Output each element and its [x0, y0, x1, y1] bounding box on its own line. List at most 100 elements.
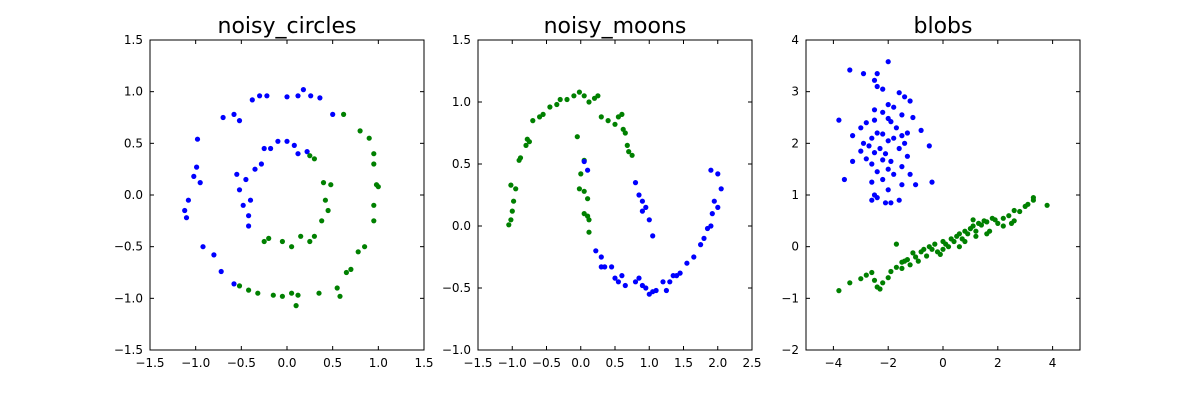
data-point: [1011, 207, 1017, 214]
y-tick-label: 0: [791, 240, 799, 254]
data-point: [581, 188, 587, 194]
data-point: [902, 140, 908, 146]
data-point: [902, 94, 908, 100]
plot-frame: [149, 39, 425, 351]
y-tick-label: 1.0: [124, 85, 143, 99]
data-point: [295, 93, 301, 99]
data-point: [371, 161, 377, 167]
data-point: [869, 179, 875, 185]
data-point: [362, 244, 368, 250]
data-point: [910, 250, 916, 256]
data-point: [970, 217, 976, 223]
data-point: [308, 93, 314, 99]
data-point: [643, 285, 649, 291]
data-point: [270, 292, 276, 298]
x-tick-label: 1.0: [640, 356, 659, 370]
data-point: [246, 213, 252, 219]
data-point: [191, 173, 197, 179]
data-point: [624, 142, 630, 148]
data-point: [698, 242, 704, 248]
data-point: [718, 186, 724, 192]
data-point: [858, 276, 864, 282]
data-point: [266, 235, 272, 241]
data-point: [264, 93, 270, 99]
data-point: [896, 197, 902, 203]
data-point: [236, 283, 243, 289]
data-point: [571, 93, 577, 99]
data-point: [320, 180, 327, 186]
data-point: [357, 128, 363, 134]
y-tick-label: 1.0: [452, 95, 471, 109]
data-point: [236, 187, 243, 193]
data-point: [234, 171, 240, 177]
data-point: [298, 233, 304, 239]
data-point: [586, 229, 592, 235]
y-tick-label: 3: [791, 85, 799, 99]
data-point: [660, 279, 666, 285]
data-point: [677, 270, 683, 276]
data-point: [880, 86, 886, 92]
data-point: [194, 136, 201, 142]
data-point: [371, 218, 377, 224]
data-point: [343, 269, 349, 276]
data-point: [715, 204, 721, 210]
data-point: [880, 280, 886, 286]
data-point: [891, 171, 897, 177]
panel-blobs: blobs −4 −2 0 2 4 −2 −1 0 1 2 3 4: [781, 14, 1081, 370]
data-point: [877, 286, 883, 292]
data-point: [978, 222, 985, 228]
data-point: [904, 130, 911, 136]
data-point: [325, 207, 331, 214]
data-point: [261, 238, 267, 245]
data-point: [893, 241, 900, 247]
data-point: [646, 217, 652, 223]
x-tick-label: 0.0: [571, 356, 590, 370]
data-point: [863, 120, 869, 126]
data-point: [322, 197, 328, 203]
data-point: [289, 244, 295, 250]
y-tick-label: 0.0: [124, 188, 143, 202]
data-point: [257, 93, 263, 99]
data-point: [984, 231, 990, 237]
data-point: [921, 246, 927, 252]
x-tick-label: 2.5: [742, 356, 761, 370]
y-tick-label: 1.5: [124, 33, 143, 47]
data-point: [932, 241, 938, 247]
data-point: [663, 287, 670, 294]
x-tick-label: 0: [939, 356, 947, 370]
y-tick-label: −1: [781, 291, 799, 305]
data-point: [366, 135, 372, 141]
data-point: [1008, 220, 1015, 226]
data-point: [636, 192, 642, 198]
data-point: [609, 264, 615, 270]
data-point: [899, 182, 905, 188]
data-point: [615, 279, 622, 285]
data-point: [896, 145, 902, 152]
x-tick-label: 1.5: [414, 356, 433, 370]
data-point: [236, 118, 243, 124]
data-point: [956, 231, 963, 237]
data-point: [711, 198, 717, 204]
x-tick-label: 2.0: [708, 356, 727, 370]
x-tick-label: −2: [879, 356, 897, 370]
data-point: [937, 251, 943, 257]
data-point: [619, 111, 625, 117]
data-point: [284, 138, 290, 144]
data-point: [907, 262, 913, 268]
data-point: [871, 117, 878, 123]
data-point: [880, 109, 886, 115]
data-point: [639, 208, 646, 214]
data-point: [891, 104, 897, 110]
data-point: [547, 104, 553, 110]
data-point: [348, 266, 354, 272]
data-point: [858, 125, 864, 131]
data-point: [899, 112, 905, 118]
panel-title: noisy_circles: [218, 14, 357, 39]
data-point: [951, 238, 957, 245]
x-tick-label: 0.5: [605, 356, 624, 370]
data-point: [632, 279, 639, 285]
data-point: [850, 133, 856, 139]
data-point: [880, 176, 886, 183]
data-point: [636, 275, 642, 281]
data-point: [850, 158, 856, 164]
